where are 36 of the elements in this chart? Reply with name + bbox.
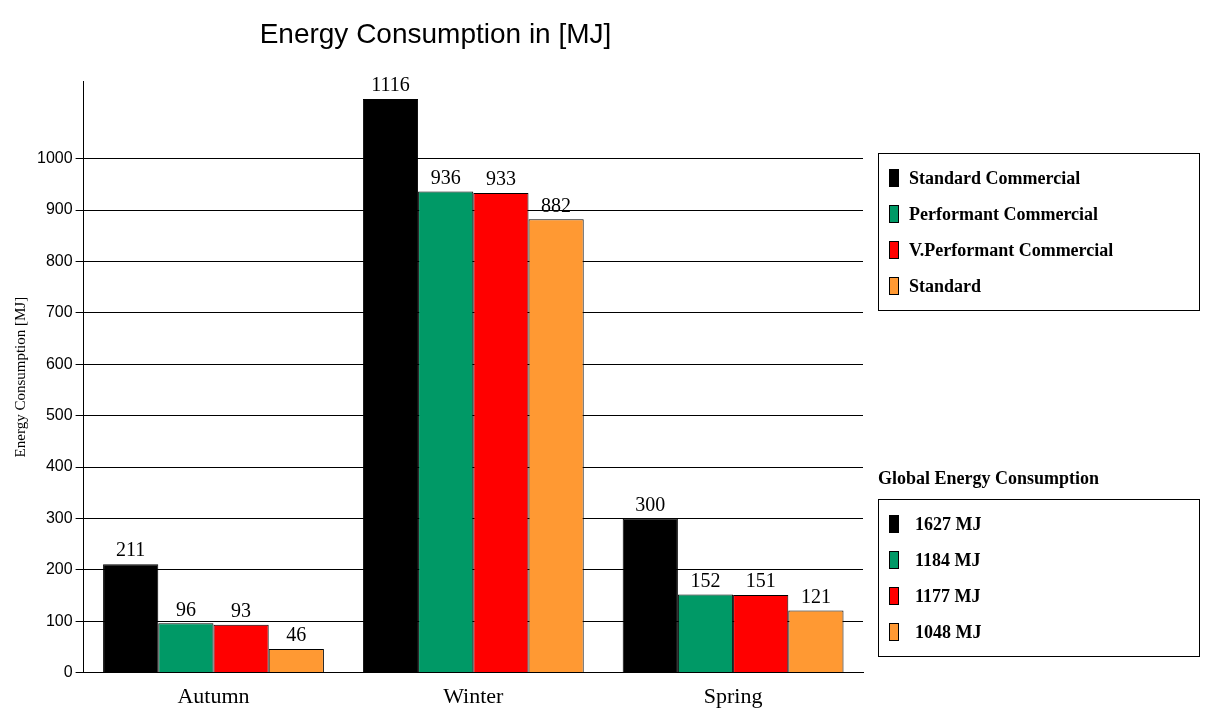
legend-label: Performant Commercial — [909, 203, 1099, 225]
y-tick-label: 300 — [45, 508, 73, 526]
data-label: 46 — [286, 623, 307, 646]
text: 1627 MJ — [915, 513, 982, 535]
x-tick-label: Spring — [703, 682, 763, 708]
data-label: 933 — [485, 167, 516, 190]
text: 1184 MJ — [915, 549, 981, 571]
legend-label: V.Performant Commercial — [909, 239, 1114, 261]
data-label: 211 — [116, 538, 146, 561]
text: Global Energy Consumption — [878, 468, 1101, 489]
y-tick-label: 500 — [45, 406, 73, 424]
y-tick-label: 200 — [45, 560, 73, 578]
data-label: 152 — [690, 568, 721, 591]
data-label: 1116 — [371, 73, 410, 96]
chart-title: Energy Consumption in [MJ] — [259, 17, 612, 49]
y-tick-label: 800 — [45, 251, 73, 269]
legend-label: Standard — [909, 275, 982, 297]
data-label: 300 — [635, 492, 666, 515]
data-label: 96 — [175, 597, 196, 620]
data-label: 151 — [745, 569, 776, 592]
x-tick-label: Winter — [443, 682, 505, 708]
y-tick-label: 1000 — [37, 149, 73, 167]
data-label: 93 — [231, 599, 252, 622]
y-axis-title: Energy Consumption [MJ] — [11, 296, 28, 458]
y-tick-label: 700 — [45, 303, 73, 321]
data-label: 936 — [430, 165, 461, 188]
x-tick-label: Autumn — [177, 682, 250, 708]
y-tick-label: 100 — [45, 611, 73, 629]
legend-label: Standard Commercial — [909, 167, 1081, 189]
y-tick-label: 0 — [63, 663, 73, 681]
text: 1177 MJ — [915, 585, 981, 607]
text: 1048 MJ — [915, 621, 982, 643]
y-tick-label: 900 — [45, 200, 73, 218]
y-tick-label: 600 — [45, 354, 73, 372]
data-label: 121 — [800, 584, 831, 607]
y-tick-label: 400 — [45, 457, 73, 475]
